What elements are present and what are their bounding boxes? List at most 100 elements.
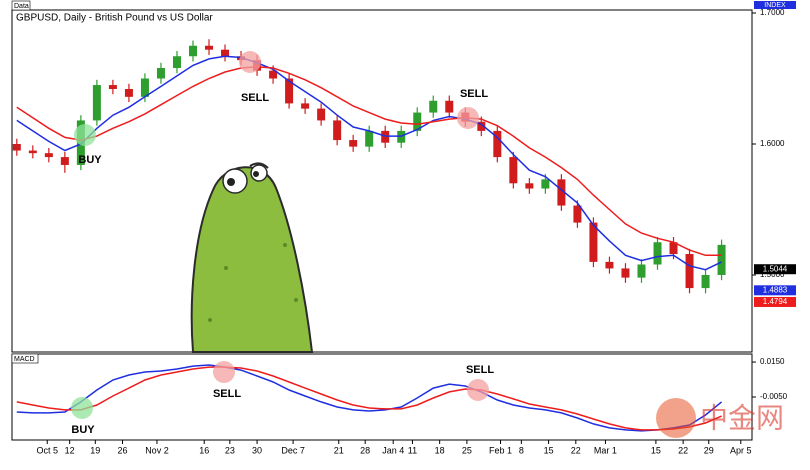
cartoon-spot [224,266,228,270]
panel-tag: MACD [14,356,35,363]
price-tag-label: 1.4883 [763,285,788,294]
x-tick-label: 25 [462,445,472,455]
price-tag [754,296,796,307]
candle-body [669,242,678,255]
x-tick-label: 12 [65,445,75,455]
annotation: SELL [241,92,269,104]
candle-body [317,108,326,121]
price-tag-label: 1.4794 [763,297,788,306]
watermark: 中金网 [700,402,784,433]
candle-body [44,153,53,158]
candle-body [541,179,550,189]
x-tick-label: Jan 4 [382,445,404,455]
candle-body [108,85,117,89]
x-tick-label: 18 [435,445,445,455]
candle-body [60,157,69,165]
price-panel [11,9,753,353]
panel-tag-box [11,353,39,364]
candle-body [269,70,278,79]
signal-marker [457,107,479,129]
x-tick-label: 19 [90,445,100,455]
x-tick-label: Mar 1 [594,445,617,455]
candle-body [365,130,374,147]
x-tick-label: Apr 5 [730,445,752,455]
candle-body [493,130,502,158]
candle-body [557,179,566,206]
y-tick-label: 0.0150 [760,357,785,366]
candle-body [92,85,101,121]
candle-body [188,45,197,57]
panel-tag: Data [14,3,29,10]
annotation: SELL [213,388,241,400]
axis-badge-box [754,1,796,9]
candle-body [124,88,133,97]
cartoon-eye [250,164,268,182]
x-tick-label: 22 [571,445,581,455]
x-tick-label: Oct 5 [36,445,58,455]
candle-body [301,103,310,109]
annotation: SELL [466,364,494,376]
candle-body [477,121,486,131]
y-tick-label: 1.7000 [760,8,785,17]
annotation: BUY [71,424,95,436]
x-tick-label: 15 [544,445,554,455]
candle-body [573,205,582,223]
watermark-logo [656,398,696,438]
cartoon-brow [249,162,269,169]
candle-body [28,150,37,154]
series-line [16,55,722,271]
candle-body [333,120,342,141]
x-tick-label: 23 [225,445,235,455]
annotation: SELL [460,88,488,100]
x-tick-label: Nov 2 [145,445,169,455]
x-tick-label: 16 [199,445,209,455]
candle-body [509,157,518,184]
x-tick-label: 15 [651,445,661,455]
cartoon-spot [294,298,298,302]
panel-tag-box [11,0,31,11]
candle-body [717,244,726,275]
cartoon-pupil [227,178,235,186]
series-line [16,366,722,431]
candle-body [12,143,21,151]
cartoon-spot [208,318,212,322]
cartoon-pupil [253,171,259,177]
price-tag [754,285,796,296]
candle-body [653,242,662,265]
x-tick-label: 8 [519,445,524,455]
candle-body [589,222,598,262]
candle-body [221,49,230,57]
candle-body [429,100,438,113]
signal-marker [74,124,96,146]
candle-body [445,100,454,113]
chart-title: GBPUSD, Daily - British Pound vs US Doll… [16,13,213,24]
annotation: BUY [78,154,102,166]
candle-body [621,268,630,278]
candle-body [413,112,422,131]
series-line [16,364,723,432]
y-tick-label: 1.6000 [760,139,785,148]
x-tick-label: 21 [334,445,344,455]
signal-marker [239,51,261,73]
candle-body [140,78,149,97]
x-tick-label: 22 [678,445,688,455]
cartoon-eye [222,168,248,194]
price-tag-label: 1.5044 [763,264,788,273]
series-line [16,65,722,257]
axis-badge: INDEX [764,2,786,9]
cartoon-body [190,166,314,353]
x-tick-label: 28 [360,445,370,455]
x-tick-label: 26 [118,445,128,455]
signal-marker [467,379,489,401]
candle-body [285,78,294,104]
candle-body [701,274,710,289]
signal-marker [213,361,235,383]
y-tick-label: -0.0050 [760,392,788,401]
candle-body [685,254,694,289]
y-tick-label: 1.5000 [760,270,785,279]
cartoon [190,162,314,353]
candle-body [525,183,534,189]
candle-body [156,68,165,79]
